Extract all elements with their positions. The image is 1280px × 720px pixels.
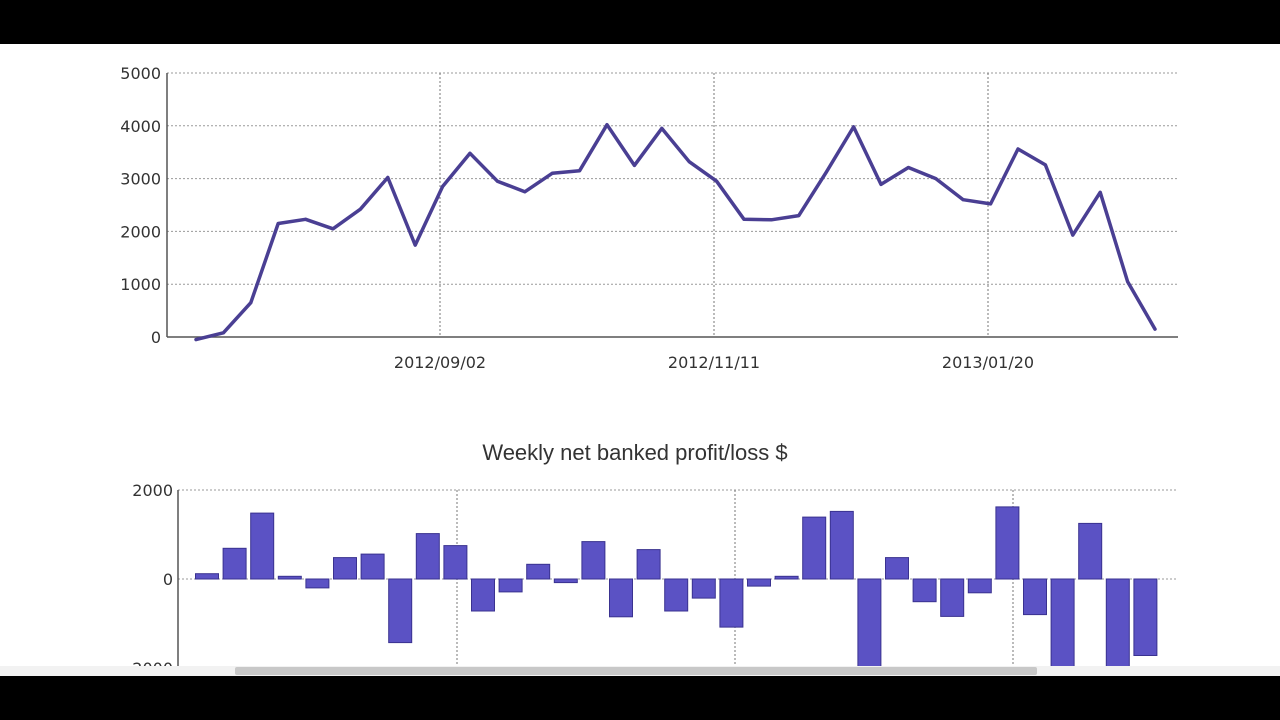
bar: [250, 512, 275, 580]
bar: [912, 578, 937, 603]
bar: [305, 578, 330, 589]
data-point: [605, 123, 609, 127]
data-point: [358, 207, 362, 211]
data-point: [852, 125, 856, 129]
bar: [333, 557, 357, 580]
bar: [553, 578, 578, 584]
y-tick-label: 2000: [120, 222, 161, 241]
bar: [802, 516, 827, 580]
bar: [967, 578, 992, 594]
data-point: [1071, 233, 1075, 237]
data-point: [989, 202, 993, 206]
y-tick-label: 1000: [120, 275, 161, 294]
y-tick-label: 3000: [120, 170, 161, 189]
bar: [388, 578, 413, 644]
bar: [415, 533, 440, 580]
y-tick-label: 2000: [132, 481, 173, 500]
data-point: [578, 169, 582, 173]
data-point: [715, 179, 719, 183]
data-point: [441, 185, 445, 189]
bar: [664, 578, 689, 612]
bar: [498, 578, 523, 593]
data-point: [1016, 147, 1020, 151]
chart-title: Weekly net banked profit/loss $: [482, 440, 787, 465]
bar: [471, 578, 495, 612]
data-point: [769, 218, 773, 222]
horizontal-scrollbar[interactable]: [0, 666, 1280, 676]
bar: [581, 541, 606, 580]
data-point: [1098, 190, 1102, 194]
bar: [774, 575, 799, 580]
data-point: [961, 198, 965, 202]
data-point: [660, 126, 664, 130]
bar: [1050, 578, 1075, 676]
bar: [222, 547, 247, 580]
bar: [885, 557, 909, 580]
bar: [636, 549, 661, 580]
data-point: [906, 166, 910, 170]
bar: [195, 573, 219, 580]
data-point: [495, 179, 499, 183]
data-point: [468, 151, 472, 155]
data-point: [1153, 327, 1157, 331]
bar: [609, 578, 633, 618]
bar: [995, 506, 1020, 580]
y-tick-label: 0: [151, 328, 161, 347]
bar: [1133, 578, 1158, 656]
data-point: [386, 176, 390, 180]
scrollbar-thumb[interactable]: [235, 667, 1037, 675]
report-page: 0 1000 2000 3000 4000 5000 2012/09/02 2012/11/1…: [0, 44, 1280, 676]
data-point: [194, 338, 198, 342]
data-point: [331, 227, 335, 231]
series-line: [194, 122, 1157, 342]
data-point: [797, 214, 801, 218]
bar: [719, 578, 744, 628]
y-tick-label: 4000: [120, 117, 161, 136]
y-tick-label: 0: [163, 570, 173, 589]
data-point: [221, 331, 225, 335]
data-point: [413, 243, 417, 247]
data-point: [632, 163, 636, 167]
bar: [443, 545, 468, 580]
data-point: [742, 217, 746, 221]
data-point: [276, 221, 280, 225]
bar: [1078, 522, 1103, 580]
x-tick-label: 2013/01/20: [942, 353, 1034, 372]
bar: [857, 578, 882, 676]
data-point: [523, 190, 527, 194]
bar: [691, 578, 716, 599]
weekly-profit-bar-chart: Weekly net banked profit/loss $-20000200…: [127, 440, 1178, 676]
x-tick-label: 2012/09/02: [394, 353, 486, 372]
data-point: [934, 177, 938, 181]
data-point: [550, 171, 554, 175]
data-point: [687, 160, 691, 164]
bar: [1023, 578, 1047, 616]
x-tick-label: 2012/11/11: [668, 353, 760, 372]
data-point: [1126, 280, 1130, 284]
bar: [360, 553, 385, 580]
bar: [747, 578, 771, 587]
bar: [940, 578, 965, 617]
bar: [277, 575, 302, 580]
bar: [829, 510, 854, 580]
bar: [526, 563, 551, 580]
data-point: [879, 182, 883, 186]
data-point: [249, 301, 253, 305]
bar: [1105, 578, 1130, 676]
data-point: [1043, 163, 1047, 167]
data-point: [304, 217, 308, 221]
cumulative-profit-line-chart: 0 1000 2000 3000 4000 5000 2012/09/02 2012/11/1…: [120, 64, 1178, 372]
y-tick-label: 5000: [120, 64, 161, 83]
data-point: [824, 170, 828, 174]
